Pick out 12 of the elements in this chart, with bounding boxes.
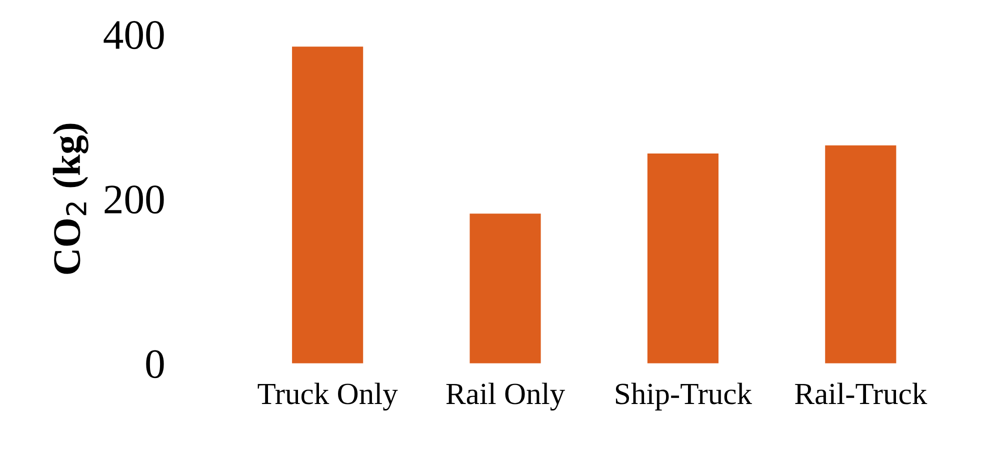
y-tick-label: 0: [146, 350, 164, 378]
y-axis-title: CO$_{2}$ (kg): [52, 124, 88, 274]
bar: [647, 154, 718, 364]
bar: [292, 46, 364, 364]
bar: [825, 145, 896, 364]
y-tick-label: 200: [104, 186, 164, 214]
x-tick-label: Ship-Truck: [616, 382, 752, 410]
x-tick-label: Rail Only: [446, 382, 565, 411]
x-tick-label: Rail-Truck: [795, 382, 928, 404]
bar: [470, 214, 541, 364]
y-tick-label: 400: [104, 21, 164, 50]
x-tick-label: Truck Only: [258, 382, 398, 411]
